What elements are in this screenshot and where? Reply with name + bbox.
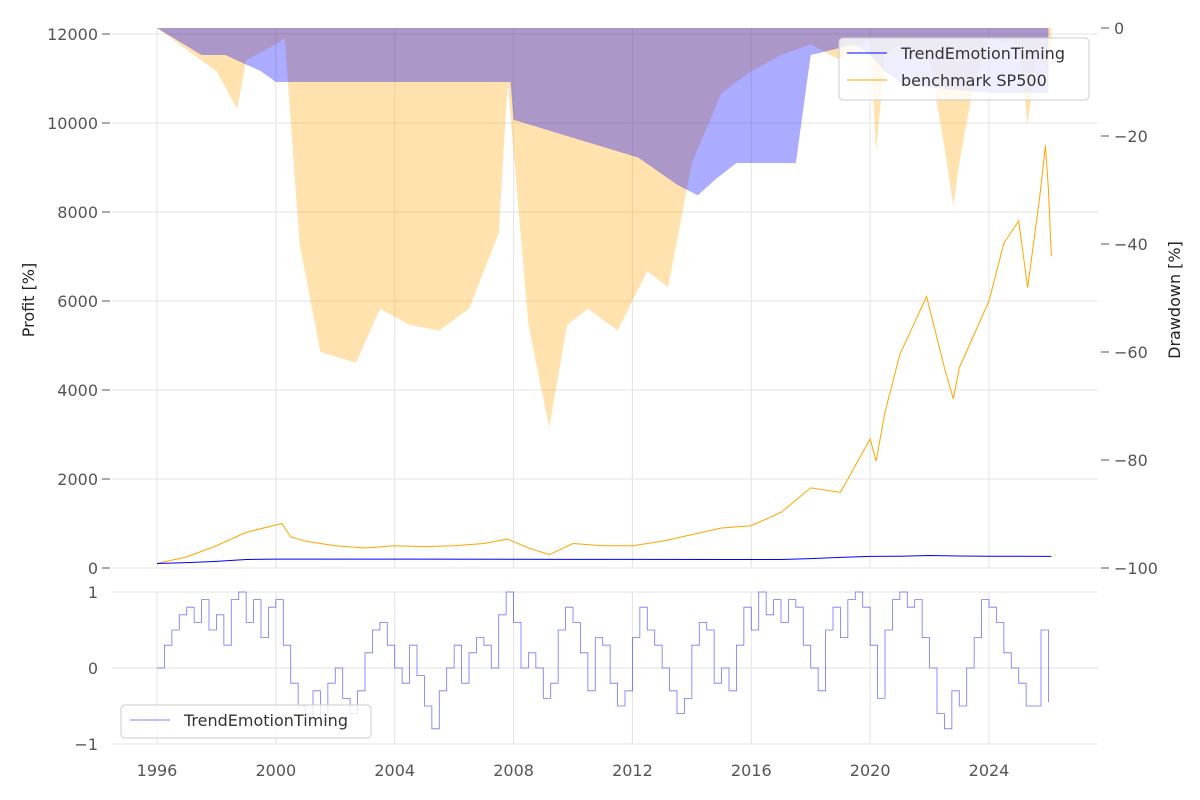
y-tick-label-left: 0 bbox=[88, 559, 98, 578]
legend-label-signal: TrendEmotionTiming bbox=[183, 711, 348, 730]
y-tick-label-signal: −1 bbox=[74, 735, 98, 754]
strategy-profit-line bbox=[156, 555, 1052, 565]
legend-label-strategy: TrendEmotionTiming bbox=[900, 44, 1065, 63]
x-tick-label: 2012 bbox=[612, 761, 653, 780]
legend-box-signal bbox=[120, 704, 372, 739]
tick-labels: 1996 2000 2004 2008 2012 2016 2020 2024 0 2000 400… bbox=[47, 19, 1158, 780]
x-tick-label: 2000 bbox=[255, 761, 296, 780]
benchmark-profit-line bbox=[156, 145, 1052, 565]
y-axis-label-left: Profit [%] bbox=[19, 263, 38, 338]
legend-top: TrendEmotionTiming benchmark SP500 bbox=[838, 37, 1090, 101]
y-tick-label-left: 12000 bbox=[47, 25, 98, 44]
legend-box bbox=[838, 37, 1090, 101]
drawdown-fills bbox=[157, 28, 1052, 428]
y-tick-label-left: 8000 bbox=[57, 203, 98, 222]
y-tick-label-right: −60 bbox=[1114, 343, 1148, 362]
x-tick-label: 2008 bbox=[493, 761, 534, 780]
y-tick-label-left: 6000 bbox=[57, 292, 98, 311]
y-tick-label-right: 0 bbox=[1114, 19, 1124, 38]
legend-label-benchmark: benchmark SP500 bbox=[901, 71, 1047, 90]
y-tick-label-left: 4000 bbox=[57, 381, 98, 400]
x-tick-label: 2024 bbox=[969, 761, 1010, 780]
y-tick-label-signal: 1 bbox=[88, 583, 98, 602]
x-tick-label: 1996 bbox=[137, 761, 178, 780]
y-tick-label-left: 2000 bbox=[57, 470, 98, 489]
legend-bottom: TrendEmotionTiming bbox=[120, 704, 372, 739]
y-tick-label-right: −40 bbox=[1114, 235, 1148, 254]
y-tick-label-signal: 0 bbox=[88, 659, 98, 678]
y-axis-label-right: Drawdown [%] bbox=[1165, 241, 1184, 359]
y-tick-label-left: 10000 bbox=[47, 114, 98, 133]
strategy-drawdown-area bbox=[157, 28, 1049, 196]
x-tick-label: 2016 bbox=[731, 761, 772, 780]
y-tick-label-right: −80 bbox=[1114, 451, 1148, 470]
x-tick-label: 2020 bbox=[850, 761, 891, 780]
benchmark-drawdown-area bbox=[157, 28, 1052, 428]
x-tick-label: 2004 bbox=[374, 761, 415, 780]
y-tick-label-right: −100 bbox=[1114, 559, 1158, 578]
y-tick-label-right: −20 bbox=[1114, 127, 1148, 146]
